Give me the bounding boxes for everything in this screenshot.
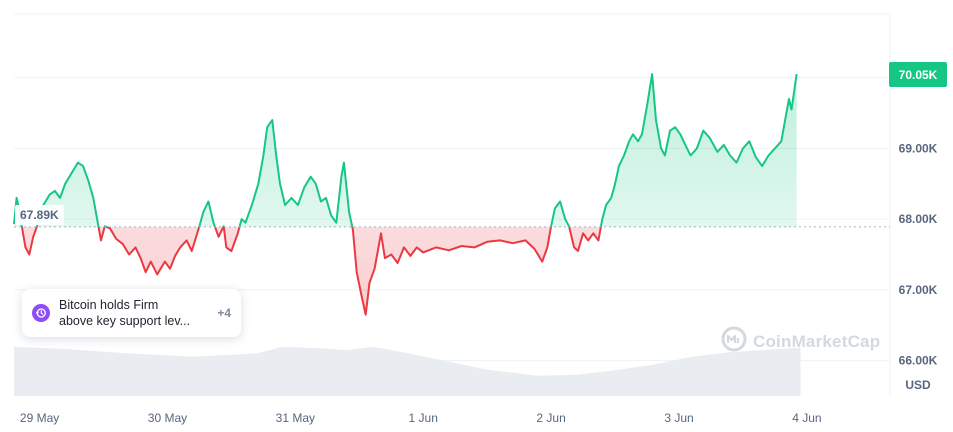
coinmarketcap-watermark: CoinMarketCap	[721, 326, 880, 357]
y-tick-label: 66.00K	[899, 354, 938, 368]
news-headline-line2: above key support lev...	[59, 314, 191, 328]
open-price-badge: 67.89K	[15, 205, 64, 225]
price-line-below-open	[20, 226, 602, 316]
news-card[interactable]: Bitcoin holds Firm above key support lev…	[22, 289, 241, 337]
history-icon	[32, 304, 50, 322]
price-area-above-open	[14, 74, 797, 227]
x-tick-label: 2 Jun	[536, 411, 565, 425]
y-tick-label: 68.00K	[899, 212, 938, 226]
y-tick-label: 69.00K	[899, 141, 938, 155]
news-headline-line1: Bitcoin holds Firm	[59, 298, 159, 312]
x-tick-label: 1 Jun	[409, 411, 438, 425]
price-area-below-open	[21, 226, 601, 315]
volume-area	[14, 346, 801, 396]
news-headline: Bitcoin holds Firm above key support lev…	[59, 297, 209, 329]
x-axis: 29 May 30 May 31 May 1 Jun 2 Jun 3 Jun 4 Jun	[20, 411, 822, 425]
x-tick-label: 31 May	[276, 411, 315, 425]
y-axis-unit: USD	[905, 378, 931, 392]
watermark-brand: CoinMarketCap	[753, 331, 881, 351]
coinmarketcap-logo-icon	[721, 326, 747, 357]
x-tick-label: 4 Jun	[792, 411, 821, 425]
news-more-count[interactable]: +4	[217, 306, 231, 320]
y-tick-label: 67.00K	[899, 283, 938, 297]
y-axis: 69.00K 68.00K 67.00K 66.00K	[899, 141, 938, 367]
x-tick-label: 30 May	[148, 411, 187, 425]
current-price-badge: 70.05K	[889, 62, 947, 87]
x-tick-label: 3 Jun	[664, 411, 693, 425]
price-line-above-open	[13, 73, 798, 227]
x-tick-label: 29 May	[20, 411, 59, 425]
